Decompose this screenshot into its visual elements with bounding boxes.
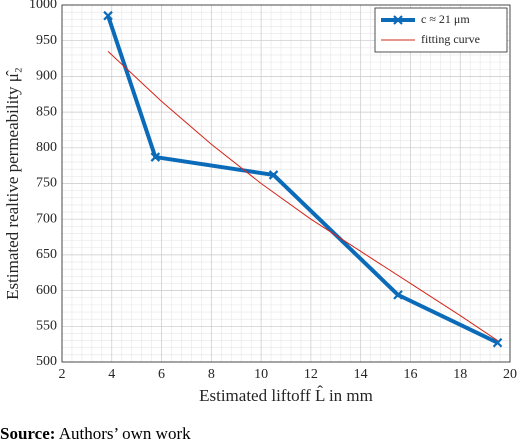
x-tick-label: 14	[354, 367, 368, 382]
x-tick-label: 16	[403, 367, 417, 382]
legend: c ≈ 21 μm fitting curve	[374, 7, 508, 53]
data-marker	[150, 152, 161, 162]
chart: 2 4 6 8 10 12 14 16 18 20 500 550 600 650 700 750 800 850…	[3, 0, 517, 405]
y-tick-label: 600	[36, 283, 57, 298]
source-text: Authors’ own work	[58, 424, 191, 443]
legend-label: fitting curve	[421, 32, 480, 46]
y-tick-label: 750	[36, 176, 57, 191]
x-tick-label: 4	[108, 367, 115, 382]
data-marker	[492, 337, 503, 348]
legend-box	[374, 7, 508, 53]
x-axis-label: Estimated liftoff L̂ in mm	[199, 386, 373, 405]
y-tick-label: 1000	[29, 0, 57, 12]
y-tick-label: 900	[36, 69, 57, 84]
series-line	[107, 51, 498, 341]
y-tick-label: 950	[36, 33, 57, 48]
data-marker	[268, 170, 279, 180]
y-tick-label: 800	[36, 140, 57, 155]
plot-frame	[61, 4, 511, 363]
x-tick-label: 10	[254, 367, 268, 382]
x-tick-label: 18	[453, 367, 467, 382]
x-tick-label: 6	[158, 367, 165, 382]
legend-marker	[393, 15, 403, 25]
legend-label: c ≈ 21 μm	[421, 12, 470, 26]
source-label: Source:	[0, 424, 56, 443]
data-marker	[393, 290, 403, 300]
y-tick-label: 700	[36, 211, 57, 226]
y-axis-label: Estimated realtive permeability μ̂₂	[3, 67, 22, 300]
y-tick-label: 500	[36, 354, 57, 369]
x-tick-label: 8	[208, 367, 215, 382]
source-note: Source: Authors’ own work	[0, 424, 191, 444]
y-tick-label: 550	[36, 319, 57, 334]
x-tick-label: 20	[503, 367, 517, 382]
x-tick-label: 12	[304, 367, 318, 382]
y-tick-label: 650	[36, 247, 57, 262]
y-tick-label: 850	[36, 104, 57, 119]
data-marker	[103, 10, 113, 21]
x-tick-label: 2	[59, 367, 66, 382]
